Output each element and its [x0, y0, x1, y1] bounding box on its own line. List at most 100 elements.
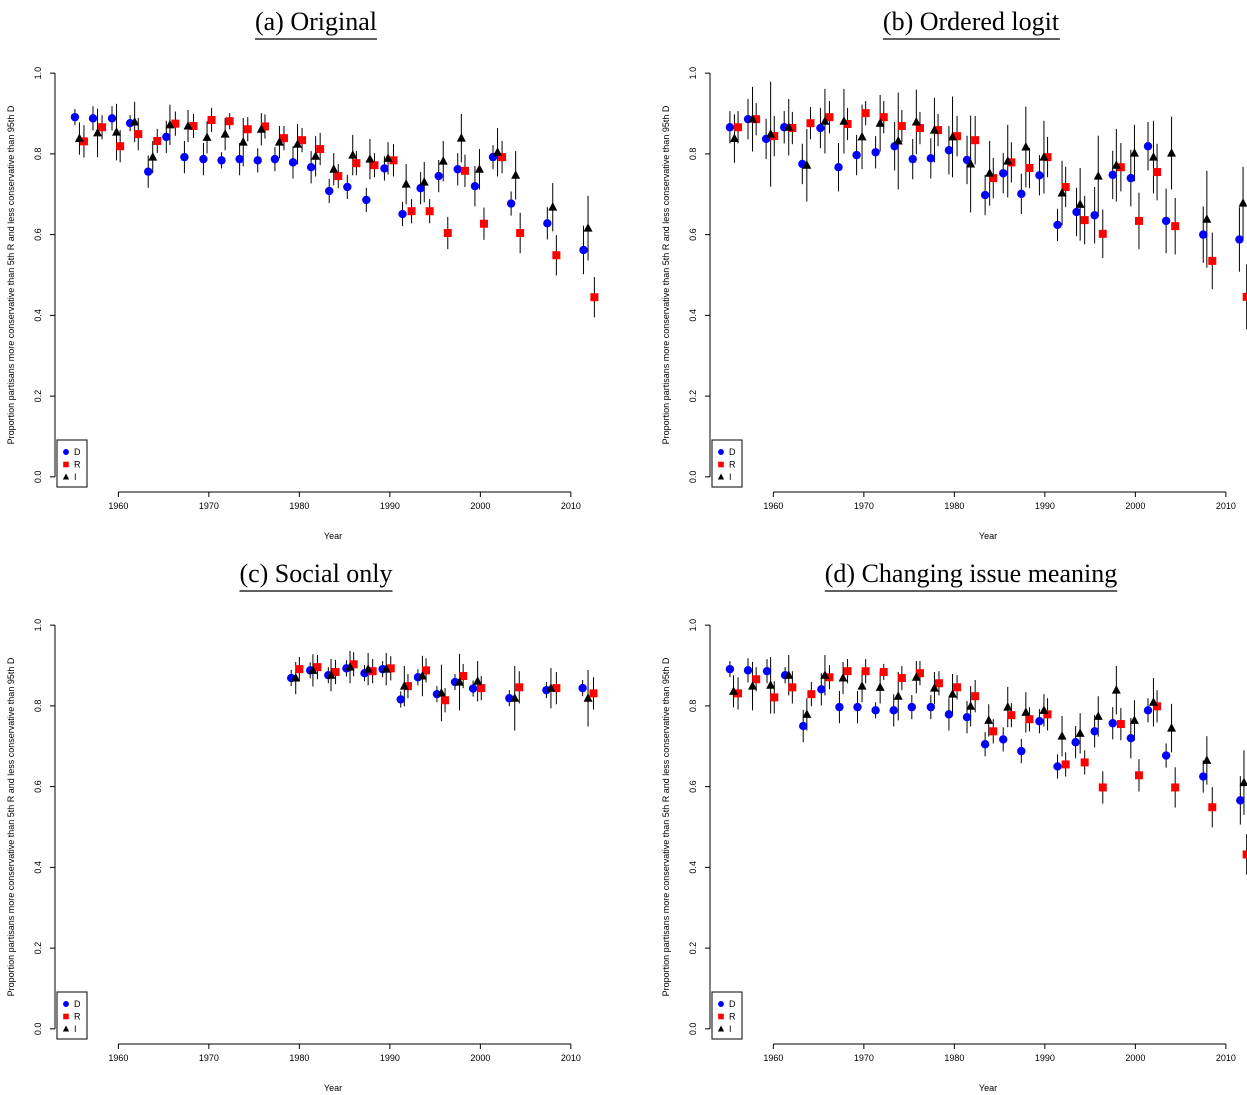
point: [893, 135, 903, 145]
point: [396, 695, 405, 704]
legend-marker: [718, 461, 724, 468]
point: [1208, 803, 1217, 812]
legend-label: I: [729, 1024, 732, 1034]
y-tick-label: 0.6: [688, 780, 698, 793]
point: [729, 133, 739, 143]
point: [334, 172, 343, 181]
point: [980, 740, 990, 749]
point: [579, 245, 588, 255]
y-tick-label: 0.2: [688, 390, 698, 403]
point: [583, 693, 593, 702]
point: [443, 229, 452, 238]
point: [171, 119, 180, 128]
point: [583, 223, 593, 232]
legend-item: D: [63, 999, 81, 1009]
point: [1202, 755, 1212, 764]
y-tick-label: 0.6: [688, 228, 698, 241]
point: [762, 666, 772, 676]
legend-marker: [718, 1001, 724, 1007]
legend-item: R: [63, 1012, 81, 1022]
point: [1239, 777, 1247, 787]
panel: (d) Changing issue meaning 0.0 0.2 0.4 0.6 0.…: [661, 559, 1247, 1093]
x-axis-label: Year: [324, 531, 342, 541]
point: [1153, 702, 1162, 711]
point: [1167, 148, 1177, 157]
point: [422, 666, 431, 675]
point: [363, 664, 373, 673]
point: [989, 727, 998, 736]
point: [929, 683, 939, 692]
legend-label: R: [74, 460, 81, 470]
point: [1035, 171, 1044, 180]
point: [316, 145, 325, 154]
point: [144, 167, 153, 176]
point: [590, 293, 599, 302]
point: [1075, 199, 1085, 208]
point: [349, 660, 358, 669]
point: [915, 124, 924, 133]
point: [516, 229, 525, 238]
point: [274, 137, 284, 146]
point: [417, 671, 427, 680]
point: [999, 169, 1008, 178]
point: [220, 129, 230, 138]
point: [934, 679, 943, 688]
point: [368, 667, 377, 676]
legend-item: D: [718, 999, 736, 1009]
point: [1093, 171, 1103, 180]
y-tick-label: 0.2: [33, 390, 43, 403]
point: [189, 122, 198, 131]
point: [799, 721, 808, 731]
point: [425, 207, 434, 216]
point: [578, 683, 587, 693]
point: [1116, 720, 1125, 729]
x-tick-label: 1980: [289, 501, 309, 511]
point: [875, 682, 885, 691]
point: [953, 683, 962, 692]
point: [948, 689, 958, 698]
point: [825, 673, 834, 682]
point: [235, 154, 244, 164]
legend-item: D: [63, 447, 81, 457]
point: [934, 126, 943, 135]
point: [915, 669, 924, 678]
point: [238, 137, 248, 146]
point: [98, 123, 107, 132]
point: [1171, 222, 1180, 231]
point: [1017, 746, 1026, 756]
point: [1080, 216, 1089, 225]
point: [225, 117, 234, 126]
point: [971, 692, 980, 701]
point: [1021, 707, 1031, 716]
y-tick-label: 0.8: [33, 148, 43, 161]
legend-item: I: [62, 1024, 77, 1034]
point: [1017, 189, 1026, 199]
point: [752, 115, 761, 124]
point: [552, 251, 561, 260]
point: [1129, 715, 1139, 724]
point: [980, 190, 990, 200]
point: [871, 148, 880, 157]
point: [498, 153, 507, 162]
point: [1143, 142, 1153, 151]
y-tick-label: 0.6: [33, 228, 43, 241]
x-axis-label: Year: [324, 1083, 342, 1093]
point: [766, 129, 776, 138]
x-tick-label: 1970: [199, 501, 219, 511]
point: [926, 702, 936, 712]
point: [1134, 216, 1143, 225]
point: [380, 164, 389, 173]
legend-item: D: [718, 447, 736, 457]
point: [511, 170, 521, 179]
x-tick-label: 2010: [561, 501, 581, 511]
point: [506, 199, 516, 208]
point: [165, 119, 175, 129]
point: [729, 686, 739, 695]
x-tick-label: 1990: [380, 501, 400, 511]
point: [1242, 292, 1247, 301]
point: [148, 152, 158, 161]
point: [253, 156, 262, 165]
point: [1129, 148, 1139, 157]
point: [1090, 727, 1099, 736]
point: [1111, 685, 1121, 694]
